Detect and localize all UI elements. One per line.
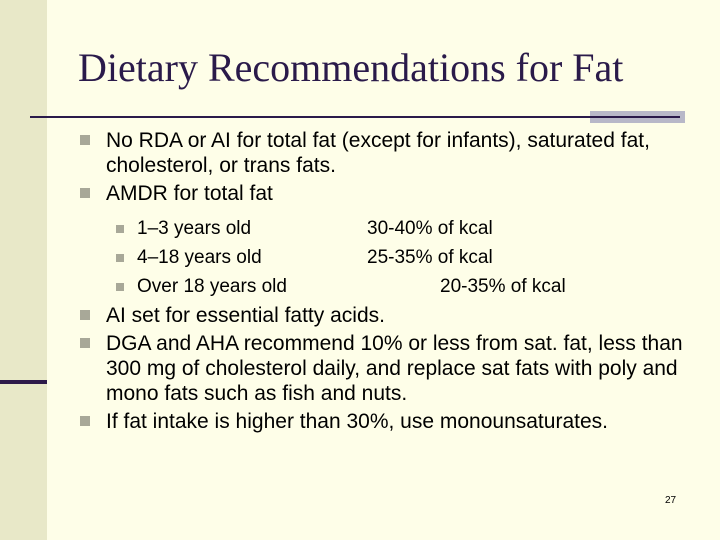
amdr-age: 1–3 years old — [137, 218, 252, 239]
bullet-text: No RDA or AI for total fat (except for i… — [106, 129, 650, 177]
amdr-item: Over 18 years old 20-35% of kcal — [80, 272, 690, 301]
bullet-text: If fat intake is higher than 30%, use mo… — [106, 410, 608, 433]
amdr-list: 1–3 years old 30-40% of kcal 4–18 years o… — [80, 214, 690, 301]
slide-body: No RDA or AI for total fat (except for i… — [80, 128, 690, 437]
band-accent-line — [0, 380, 47, 384]
title-rule — [30, 116, 680, 118]
square-bullet-icon — [116, 225, 124, 233]
bullet-text: AMDR for total fat — [106, 182, 273, 205]
bullet-item: AI set for essential fatty acids. — [80, 303, 690, 328]
amdr-range: 30-40% of kcal — [367, 218, 493, 239]
bullet-item: No RDA or AI for total fat (except for i… — [80, 128, 690, 178]
square-bullet-icon — [116, 283, 124, 291]
bullet-item: DGA and AHA recommend 10% or less from s… — [80, 331, 690, 406]
page-number: 27 — [665, 495, 677, 506]
amdr-age: 4–18 years old — [137, 247, 262, 268]
left-decorative-band — [0, 0, 47, 540]
square-bullet-icon — [80, 135, 90, 145]
bullet-item: If fat intake is higher than 30%, use mo… — [80, 409, 690, 434]
bullet-text: DGA and AHA recommend 10% or less from s… — [106, 332, 683, 405]
amdr-item: 1–3 years old 30-40% of kcal — [80, 214, 690, 243]
square-bullet-icon — [80, 310, 90, 320]
amdr-range: 25-35% of kcal — [367, 247, 493, 268]
amdr-item: 4–18 years old 25-35% of kcal — [80, 243, 690, 272]
amdr-age: Over 18 years old — [137, 276, 287, 297]
bullet-item: AMDR for total fat — [80, 181, 690, 206]
amdr-range: 20-35% of kcal — [440, 276, 566, 297]
square-bullet-icon — [116, 254, 124, 262]
bullet-text: AI set for essential fatty acids. — [106, 304, 385, 327]
square-bullet-icon — [80, 416, 90, 426]
square-bullet-icon — [80, 338, 90, 348]
square-bullet-icon — [80, 188, 90, 198]
slide-title: Dietary Recommendations for Fat — [78, 45, 624, 90]
